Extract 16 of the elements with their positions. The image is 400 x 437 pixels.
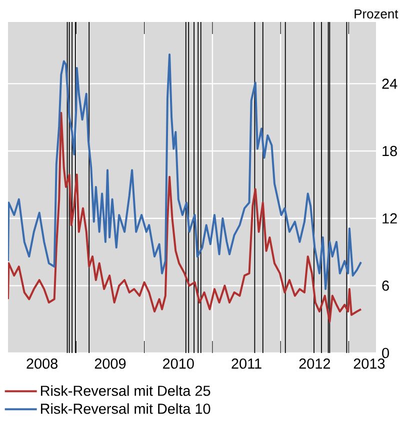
x-tick-label: 2013 [354, 358, 385, 369]
line-series [8, 112, 362, 323]
y-tick-label: 18 [382, 146, 397, 156]
x-tick-label: 2009 [94, 358, 126, 369]
legend-label: Risk-Reversal mit Delta 25 [41, 385, 210, 396]
y-axis-title: Prozent [354, 9, 398, 18]
y-tick-label: 24 [382, 78, 398, 89]
legend-label: Risk-Reversal mit Delta 10 [41, 403, 210, 414]
x-tick-label: 2011 [232, 358, 262, 369]
y-tick-label: 6 [382, 280, 389, 291]
x-tick-label: 2008 [26, 358, 58, 369]
line-series [8, 54, 362, 290]
y-tick-label: 12 [382, 213, 397, 224]
x-tick-label: 2010 [163, 358, 194, 369]
x-tick-label: 2012 [299, 358, 330, 369]
y-tick-label: 0 [382, 348, 389, 358]
